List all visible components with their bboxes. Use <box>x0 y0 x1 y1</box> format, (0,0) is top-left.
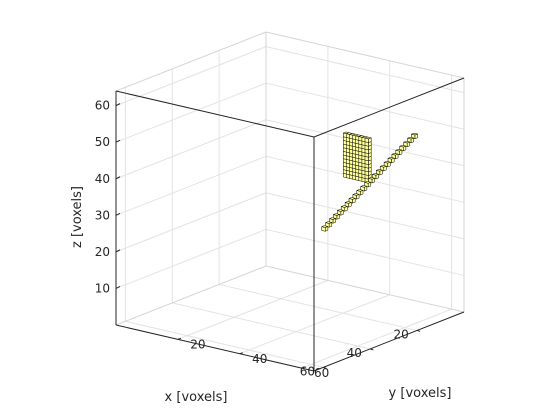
axes-back-panes <box>116 32 464 371</box>
axis-ticks: 20 40 60 20 40 60 10 20 30 40 50 60 <box>95 99 421 380</box>
voxel-face-top <box>332 213 341 216</box>
voxel-face-top <box>348 197 357 200</box>
voxel-face-top <box>320 225 329 228</box>
z-tick-mark <box>115 249 121 253</box>
xz-back-pane <box>116 32 266 325</box>
voxel-face-top <box>359 185 368 188</box>
z-grid-yz <box>265 192 465 240</box>
voxel-face-top <box>355 189 364 192</box>
z-grid-xz <box>115 46 267 107</box>
box-edge-floor-y-front <box>313 311 465 372</box>
z-tick-label: 10 <box>95 281 110 295</box>
voxel-face-top <box>410 132 419 136</box>
voxel-face-top <box>367 177 376 180</box>
box-edge-top-back-left <box>115 31 267 92</box>
voxel-face-top <box>344 201 353 204</box>
voxel-face-top <box>383 161 392 164</box>
voxel-marker <box>402 140 411 148</box>
y-tick-mark <box>177 337 182 340</box>
voxel-face-top <box>352 193 360 196</box>
box-edge-inner-x <box>115 265 267 326</box>
x-tick-mark <box>323 366 327 369</box>
y-tick-mark <box>239 352 243 355</box>
voxel-face-top <box>328 217 337 220</box>
z-grid-xz <box>115 82 267 143</box>
box-edge-top-front-left <box>115 90 315 138</box>
x-tick-label: 60 <box>300 364 315 378</box>
z-tick-mark <box>115 212 121 216</box>
x-tick-label: 40 <box>347 346 362 360</box>
voxel-face-top <box>406 136 415 140</box>
box-edge-top-back-right <box>265 31 465 79</box>
z-tick-mark <box>115 285 121 289</box>
voxel-face-top <box>375 169 384 172</box>
x-grid-floor <box>125 320 324 368</box>
z-grid-xz <box>115 228 267 289</box>
x-grid-floor <box>219 283 418 331</box>
z-grid-xz <box>115 192 267 253</box>
voxel-face-top <box>398 144 407 148</box>
z-axis-label: z [voxels] <box>70 186 85 248</box>
voxel-face-top <box>340 205 349 208</box>
z-grid-yz <box>265 228 465 276</box>
voxel-face-top <box>387 157 396 160</box>
x-axis-label: x [voxels] <box>165 390 228 405</box>
z-grid-xz <box>115 119 267 180</box>
z-tick-label: 30 <box>95 208 110 222</box>
y-grid-floor <box>177 279 329 340</box>
y-grid-floor <box>301 308 452 369</box>
y-tick-label: 20 <box>190 337 205 351</box>
z-tick-label: 60 <box>95 99 110 113</box>
axes-box-front <box>115 77 465 372</box>
x-tick-mark <box>370 348 374 351</box>
y-grid-floor <box>239 294 390 355</box>
voxel-face-top <box>371 173 380 176</box>
z-tick-mark <box>115 139 121 143</box>
z-tick-mark <box>115 103 121 107</box>
z-tick-mark <box>115 176 121 180</box>
y-tick-label: 60 <box>314 366 329 380</box>
z-grid-xz <box>115 155 267 216</box>
voxel-face-top <box>394 148 403 152</box>
z-tick-label: 20 <box>95 245 110 259</box>
x-grid-floor <box>172 302 371 350</box>
voxel-face-top <box>379 165 388 168</box>
z-tick-label: 40 <box>95 172 110 186</box>
z-grid-yz <box>265 82 465 130</box>
voxel-marker <box>375 169 384 176</box>
y-axis-label: y [voxels] <box>389 386 452 401</box>
z-grid-yz <box>265 46 465 94</box>
voxel-marker <box>332 213 341 220</box>
voxel-markers <box>320 131 419 232</box>
voxel-face-top <box>363 181 372 184</box>
z-tick-label: 50 <box>95 135 110 149</box>
voxel-marker <box>320 225 329 232</box>
voxel-face-top <box>364 136 373 140</box>
box-edge-inner-y <box>265 265 465 313</box>
voxel-marker <box>364 136 373 143</box>
y-tick-label: 40 <box>252 352 267 366</box>
voxel-face-top <box>391 153 399 156</box>
voxel-face-top <box>336 209 345 212</box>
x-tick-label: 20 <box>393 327 408 341</box>
x-tick-mark <box>416 329 421 332</box>
box-edge-top-front-right <box>313 77 465 138</box>
voxel-face-top <box>402 140 411 144</box>
voxel-marker <box>410 132 419 140</box>
voxel-face-top <box>324 221 333 224</box>
box-edge-floor-x-front <box>115 324 315 372</box>
y-tick-mark <box>301 366 305 369</box>
